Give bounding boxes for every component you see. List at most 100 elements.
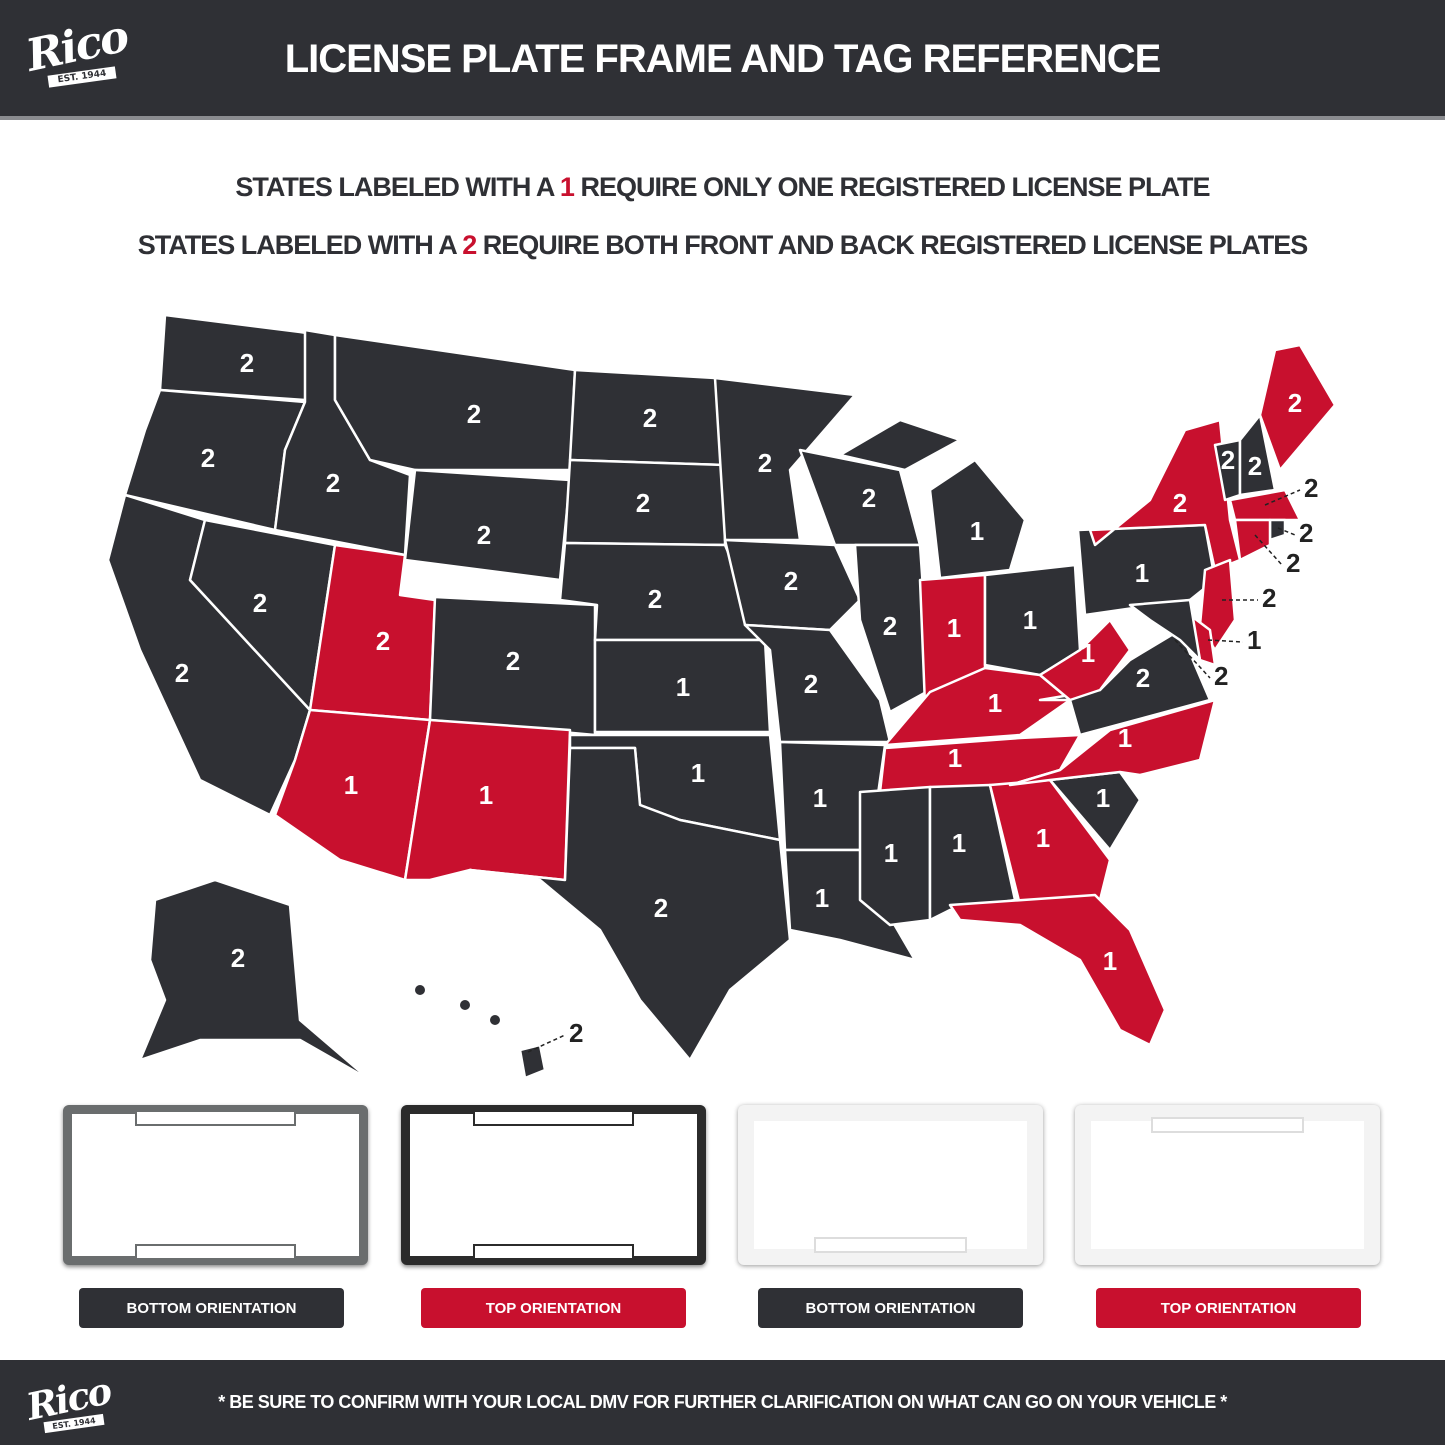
frame-label: TOP ORIENTATION: [1096, 1288, 1361, 1328]
plate-count-label: 1: [1096, 783, 1110, 813]
plate-count-label: 2: [569, 1018, 583, 1048]
plate-count-label: 1: [970, 516, 984, 546]
plate-count-label: 1: [1103, 946, 1117, 976]
callout-line: [1207, 639, 1244, 643]
state-me: [1258, 343, 1337, 472]
state-ms: [858, 785, 932, 927]
frame-label-text: TOP ORIENTATION: [1160, 1299, 1297, 1317]
plate-count-label: 2: [240, 348, 254, 378]
frame-tab: [473, 1244, 634, 1260]
plate-count-label: 2: [376, 626, 390, 656]
frame-chrome: [401, 1105, 706, 1265]
plate-count-label: 2: [1214, 661, 1228, 691]
frame-label: BOTTOM ORIENTATION: [79, 1288, 344, 1328]
frame-label: TOP ORIENTATION: [421, 1288, 686, 1328]
frame-tab: [473, 1110, 634, 1126]
plate-count-label: 1: [952, 828, 966, 858]
plate-count-label: 1: [813, 783, 827, 813]
frame-label: BOTTOM ORIENTATION: [758, 1288, 1023, 1328]
state-fl: [948, 893, 1167, 1047]
plate-count-label: 2: [1304, 473, 1318, 503]
state-mi: [928, 458, 1027, 580]
page-title: LICENSE PLATE FRAME AND TAG REFERENCE: [284, 37, 1162, 81]
rico-logo: Rico EST. 1944: [23, 1368, 136, 1434]
state-ks: [593, 638, 772, 734]
frame-tab: [814, 1237, 967, 1253]
plate-count-label: 1: [1118, 723, 1132, 753]
subtitle-text: STATES LABELED WITH A: [235, 172, 560, 202]
frame-dark-metal: [63, 1105, 368, 1265]
state-ct: [1233, 518, 1272, 562]
plate-count-label: 2: [1262, 583, 1276, 613]
plate-count-label: 2: [883, 611, 897, 641]
state-ny: [1088, 418, 1242, 572]
plate-count-label: 2: [467, 399, 481, 429]
plate-count-label: 2: [804, 669, 818, 699]
frame-tab: [135, 1110, 296, 1126]
hawaii-island: [415, 985, 425, 995]
dmv-disclaimer: * BE SURE TO CONFIRM WITH YOUR LOCAL DMV…: [150, 1390, 1295, 1414]
state-hi: [518, 1043, 547, 1080]
plate-count-label: 1: [1023, 605, 1037, 635]
state-il: [853, 543, 932, 714]
frame-tab: [135, 1244, 296, 1260]
plate-count-label: 2: [648, 584, 662, 614]
subtitle-number: 2: [462, 230, 477, 260]
subtitle-line-2: STATES LABELED WITH A 2 REQUIRE BOTH FRO…: [60, 228, 1385, 262]
plate-count-label: 1: [691, 758, 705, 788]
plate-count-label: 2: [784, 566, 798, 596]
state-ia: [723, 538, 862, 632]
state-mt: [333, 333, 577, 472]
dmv-disclaimer-text: * BE SURE TO CONFIRM WITH YOUR LOCAL DMV…: [218, 1392, 1227, 1412]
frame-label-text: TOP ORIENTATION: [485, 1299, 622, 1317]
state-mi-upper: [836, 418, 964, 472]
plate-count-label: 2: [253, 588, 267, 618]
plate-count-label: 2: [1221, 445, 1235, 475]
plate-count-label: 2: [1288, 388, 1302, 418]
plate-count-label: 1: [947, 613, 961, 643]
plate-count-label: 2: [326, 468, 340, 498]
plate-count-label: 1: [1247, 625, 1261, 655]
state-tx: [468, 746, 792, 1062]
plate-count-label: 2: [175, 658, 189, 688]
state-nh: [1238, 413, 1277, 497]
plate-count-label: 2: [1248, 451, 1262, 481]
plate-count-label: 2: [758, 448, 772, 478]
plate-count-label: 1: [884, 838, 898, 868]
subtitle-number: 1: [559, 172, 575, 202]
plate-count-label: 2: [201, 443, 215, 473]
plate-count-label: 1: [1135, 558, 1149, 588]
frame-tab: [1151, 1117, 1304, 1133]
hawaii-island: [490, 1015, 500, 1025]
state-md: [1128, 598, 1202, 662]
callout-line: [1174, 639, 1211, 679]
state-mn: [713, 376, 857, 542]
state-nc: [1008, 698, 1217, 787]
plate-count-label: 1: [676, 672, 690, 702]
state-ri: [1268, 518, 1287, 542]
subtitle-text: STATES LABELED WITH A: [137, 230, 463, 260]
plate-count-label: 2: [506, 646, 520, 676]
plate-count-label: 2: [231, 943, 245, 973]
footer-bar: Rico EST. 1944: [0, 1360, 1445, 1445]
plate-count-label: 2: [643, 403, 657, 433]
frame-label-text: BOTTOM ORIENTATION: [805, 1299, 976, 1317]
frame-white-bottom: [738, 1105, 1043, 1265]
plate-count-label: 2: [477, 520, 491, 550]
plate-count-label: 2: [862, 483, 876, 513]
plate-count-label: 1: [479, 780, 493, 810]
plate-count-label: 1: [988, 688, 1002, 718]
plate-count-label: 2: [1136, 663, 1150, 693]
state-wv: [1038, 618, 1132, 702]
state-wy: [403, 468, 572, 582]
hawaii-island: [460, 1000, 470, 1010]
callout-line: [1277, 527, 1296, 536]
plate-count-label: 2: [1299, 518, 1313, 548]
subtitle-line-1: STATES LABELED WITH A 1 REQUIRE ONLY ONE…: [60, 170, 1385, 204]
plate-count-label: 2: [1286, 548, 1300, 578]
subtitle-text: REQUIRE BOTH FRONT AND BACK REGISTERED L…: [476, 230, 1309, 260]
plate-count-label: 1: [344, 770, 358, 800]
state-ak: [138, 878, 372, 1082]
plate-count-label: 2: [1173, 488, 1187, 518]
